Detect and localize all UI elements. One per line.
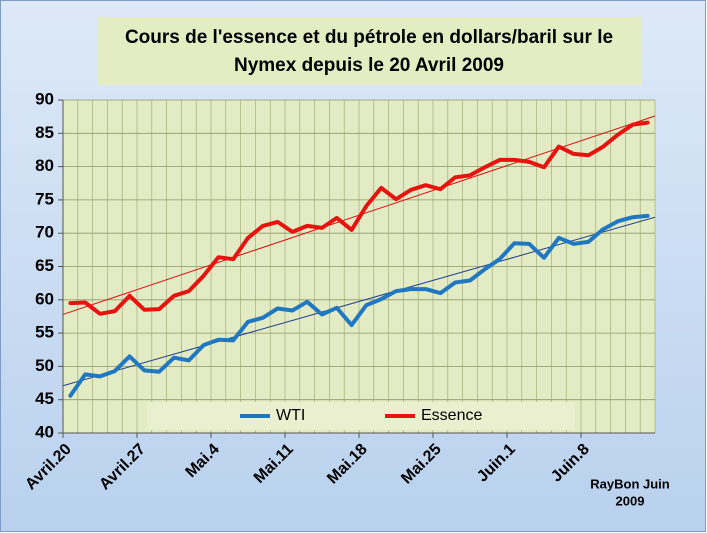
y-tick-label: 85 (35, 123, 54, 142)
y-tick-label: 60 (35, 289, 54, 308)
series-line (68, 213, 650, 398)
legend-box (147, 402, 575, 430)
y-tick-label: 50 (35, 356, 54, 375)
legend-label: Essence (421, 407, 482, 424)
trend-line (62, 216, 656, 387)
y-tick-label: 65 (35, 256, 54, 275)
y-tick-label: 40 (35, 422, 54, 441)
title-box (97, 17, 642, 85)
annotation: RayBon Juin (590, 476, 670, 491)
y-tick-label: 45 (35, 389, 54, 408)
annotation: 2009 (616, 493, 645, 508)
series-line (68, 120, 650, 316)
legend-label: WTI (276, 407, 305, 424)
y-tick-label: 90 (35, 89, 54, 108)
y-tick-label: 55 (35, 323, 54, 342)
chart-title: Cours de l'essence et du pétrole en doll… (125, 27, 613, 48)
chart-title: Nymex depuis le 20 Avril 2009 (234, 55, 504, 76)
y-tick-label: 70 (35, 223, 54, 242)
y-tick-label: 80 (35, 156, 54, 175)
y-tick-label: 75 (35, 189, 54, 208)
